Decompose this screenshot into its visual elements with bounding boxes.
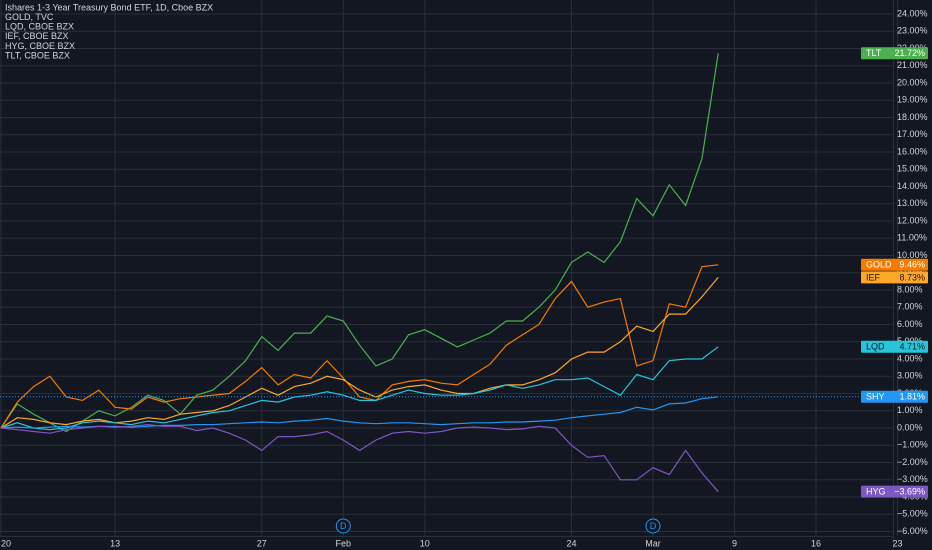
legend-entry: Ishares 1-3 Year Treasury Bond ETF, 1D, …	[5, 2, 213, 12]
price-label-box	[861, 271, 928, 284]
y-tick-label: 13.00%	[897, 198, 928, 208]
y-tick-label: −5.00%	[897, 509, 928, 519]
y-tick-label: 1.00%	[897, 405, 923, 415]
price-label-name: GOLD	[866, 260, 892, 270]
price-label-value: 4.71%	[899, 342, 925, 352]
y-tick-label: −3.00%	[897, 474, 928, 484]
price-label-value: −3.69%	[894, 487, 925, 497]
price-label-box	[861, 340, 928, 353]
price-label-name: TLT	[866, 48, 882, 58]
x-tick-label: 16	[811, 538, 821, 548]
y-tick-label: 17.00%	[897, 129, 928, 139]
y-tick-label: −1.00%	[897, 440, 928, 450]
series-line	[0, 346, 719, 431]
x-tick-label: 20	[1, 538, 11, 548]
price-label-value: 8.73%	[899, 272, 925, 282]
y-tick-label: 20.00%	[897, 77, 928, 87]
x-tick-label: 27	[257, 538, 267, 548]
price-label-name: IEF	[866, 272, 881, 282]
y-tick-label: 21.00%	[897, 60, 928, 70]
y-tick-label: 16.00%	[897, 146, 928, 156]
y-tick-label: 10.00%	[897, 250, 928, 260]
price-label-box	[861, 47, 928, 60]
series-line	[0, 423, 719, 493]
y-tick-label: 7.00%	[897, 302, 923, 312]
y-tick-label: 18.00%	[897, 112, 928, 122]
legend-entry: TLT, CBOE BZX	[5, 50, 70, 60]
x-tick-label: 23	[892, 538, 902, 548]
series-line	[0, 277, 719, 429]
series-line	[0, 53, 719, 433]
y-tick-label: 19.00%	[897, 95, 928, 105]
y-tick-label: 12.00%	[897, 215, 928, 225]
x-tick-label: Feb	[336, 538, 352, 548]
y-tick-label: 3.00%	[897, 371, 923, 381]
y-tick-label: 15.00%	[897, 164, 928, 174]
price-label-box	[861, 258, 928, 271]
price-label-box	[861, 390, 928, 403]
y-tick-label: 6.00%	[897, 319, 923, 329]
y-tick-label: 4.00%	[897, 353, 923, 363]
price-label-value: 21.72%	[894, 48, 925, 58]
grid	[0, 0, 898, 536]
legend-entry: LQD, CBOE BZX	[5, 22, 74, 32]
y-tick-label: 14.00%	[897, 181, 928, 191]
y-tick-label: 24.00%	[897, 8, 928, 18]
legend-entry: HYG, CBOE BZX	[5, 41, 75, 51]
price-label-name: SHY	[866, 392, 885, 402]
legend-entry: IEF, CBOE BZX	[5, 31, 69, 41]
price-label-value: 1.81%	[899, 392, 925, 402]
price-label-box	[861, 485, 928, 498]
series-line	[0, 264, 719, 429]
x-tick-label: 9	[732, 538, 737, 548]
x-tick-label: 24	[566, 538, 576, 548]
price-label-name: HYG	[866, 487, 886, 497]
y-tick-label: 0.00%	[897, 422, 923, 432]
x-tick-label: 10	[420, 538, 430, 548]
y-tick-label: 23.00%	[897, 26, 928, 36]
event-label: D	[340, 521, 347, 531]
event-marker	[335, 518, 351, 534]
price-label-name: LQD	[866, 342, 885, 352]
y-tick-label: −6.00%	[897, 526, 928, 536]
price-label-value: 9.46%	[899, 260, 925, 270]
y-tick-label: −2.00%	[897, 457, 928, 467]
y-tick-label: 8.00%	[897, 284, 923, 294]
event-marker	[645, 518, 661, 534]
x-tick-label: 13	[110, 538, 120, 548]
legend-entry: GOLD, TVC	[5, 12, 54, 22]
y-tick-label: 11.00%	[897, 233, 927, 243]
event-label: D	[650, 521, 657, 531]
x-tick-label: Mar	[645, 538, 661, 548]
